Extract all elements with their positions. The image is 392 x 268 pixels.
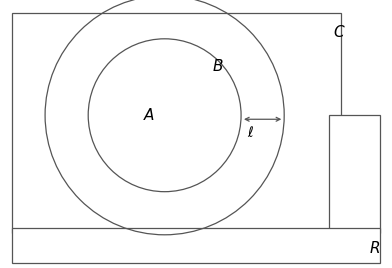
Text: $C$: $C$ (333, 24, 345, 40)
Bar (329, 115, 380, 233)
Text: $A$: $A$ (143, 107, 155, 123)
Text: $\ell$: $\ell$ (247, 125, 254, 140)
Bar (12, 228, 380, 263)
Bar (12, 13, 341, 233)
Text: $B$: $B$ (212, 58, 223, 74)
Text: $R$: $R$ (369, 240, 380, 256)
